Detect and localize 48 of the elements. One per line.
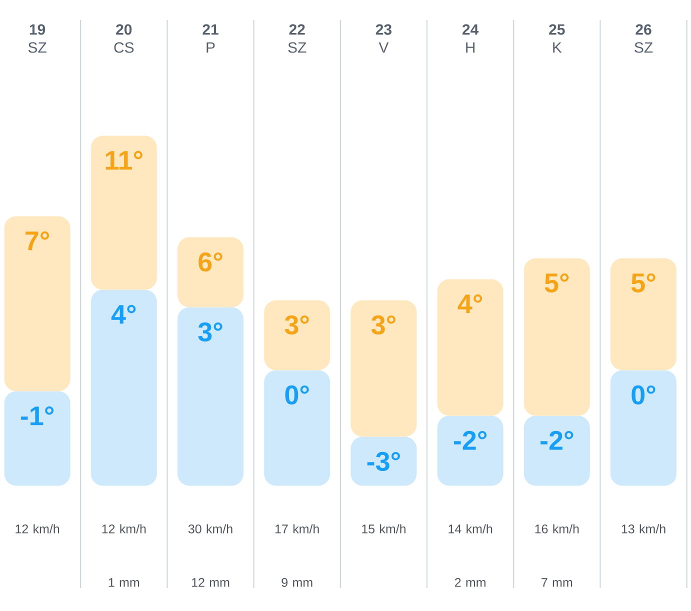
annotation: 3° <box>371 315 396 335</box>
bar <box>4 216 70 392</box>
annotation: 7° <box>26 231 50 250</box>
bar <box>610 258 677 370</box>
text: 15 km/h <box>362 524 406 534</box>
annotation: -1° <box>20 406 54 426</box>
annotation: 3° <box>284 315 309 335</box>
text: 14 km/h 2 mm <box>448 524 492 587</box>
x-tick-label: 22 SZ <box>288 24 306 53</box>
bar <box>350 300 417 437</box>
annotation: -3° <box>367 452 400 472</box>
bar <box>524 258 590 416</box>
annotation: 6° <box>198 252 222 272</box>
text: 30 km/h 12 mm <box>188 524 232 587</box>
annotation: -2° <box>454 430 487 450</box>
bar <box>178 307 244 486</box>
text: 12 km/h 1 mm <box>102 524 146 587</box>
bar <box>264 300 330 370</box>
bar <box>90 136 157 290</box>
x-tick-label: 23 V <box>376 24 392 53</box>
annotation: 3° <box>198 322 222 342</box>
text: 13 km/h <box>622 524 666 534</box>
bar <box>350 436 417 486</box>
annotation: 0° <box>285 385 309 405</box>
text: 17 km/h 9 mm <box>275 524 319 587</box>
annotation: 0° <box>632 385 656 405</box>
annotation: 4° <box>111 304 136 324</box>
annotation: 5° <box>544 273 569 292</box>
annotation: 4° <box>458 294 482 314</box>
bar <box>264 370 330 486</box>
x-tick-label: 26 SZ <box>634 24 653 53</box>
bar <box>437 416 504 486</box>
x-tick-label: 19 SZ <box>28 24 46 53</box>
annotation: -2° <box>540 430 574 450</box>
x-tick-label: 20 CS <box>114 24 134 53</box>
bar <box>437 279 504 416</box>
x-tick-label: 25 K <box>549 24 565 53</box>
x-tick-label: 24 H <box>462 24 479 53</box>
bar <box>524 416 590 486</box>
bar <box>610 370 677 486</box>
x-tick-label: 21 P <box>202 24 218 53</box>
annotation: 11° <box>106 150 142 170</box>
text: 16 km/h 7 mm <box>535 524 579 587</box>
bar <box>90 290 157 486</box>
bar <box>178 237 244 308</box>
text: 12 km/h <box>16 524 60 534</box>
bar <box>4 391 70 486</box>
annotation: 5° <box>631 273 656 292</box>
